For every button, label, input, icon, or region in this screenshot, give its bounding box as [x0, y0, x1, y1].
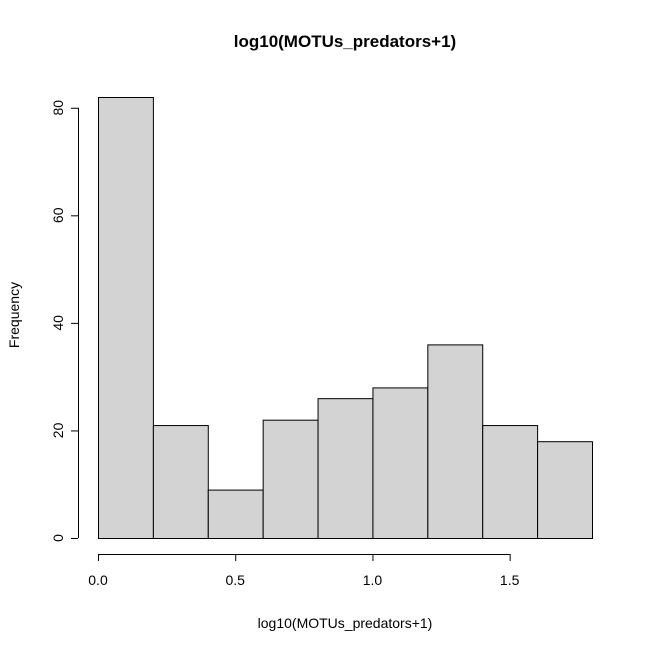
- x-tick-label-1: 0.5: [225, 572, 245, 588]
- y-tick-label-4: 80: [50, 100, 66, 116]
- y-tick-label-0: 0: [50, 534, 66, 542]
- bars-group: [98, 97, 593, 540]
- histogram-bar-3: [262, 419, 319, 539]
- x-tick-label-0: 0.0: [88, 572, 108, 588]
- x-tick-label-3: 1.5: [500, 572, 520, 588]
- histogram-bar-8: [537, 441, 593, 540]
- y-axis-label: Frequency: [6, 282, 22, 348]
- histogram-bar-6: [427, 344, 484, 540]
- x-tick-label-2: 1.0: [363, 572, 383, 588]
- y-tick-label-2: 40: [50, 315, 66, 331]
- histogram-bar-5: [372, 387, 429, 540]
- histogram-bar-2: [207, 489, 264, 540]
- histogram-bar-7: [482, 425, 539, 539]
- y-axis: 0 20 40 60 80: [50, 100, 79, 542]
- histogram-bar-1: [152, 425, 209, 539]
- y-tick-label-1: 20: [50, 422, 66, 438]
- x-axis-label: log10(MOTUs_predators+1): [258, 615, 433, 631]
- chart-title: log10(MOTUs_predators+1): [234, 32, 456, 51]
- y-tick-label-3: 60: [50, 207, 66, 223]
- histogram-bar-4: [317, 398, 374, 540]
- histogram-bar-0: [98, 97, 154, 539]
- x-axis: 0.0 0.5 1.0 1.5: [88, 554, 520, 588]
